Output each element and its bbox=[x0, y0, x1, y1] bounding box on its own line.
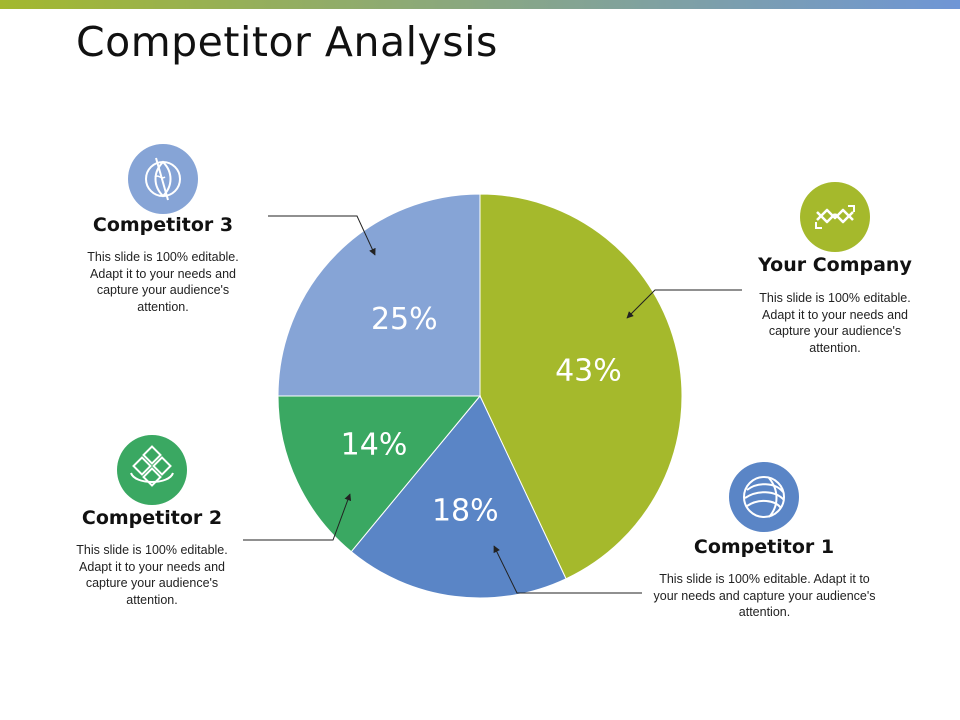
leaf-circle-icon bbox=[128, 144, 198, 214]
top-accent-bar bbox=[0, 0, 960, 9]
pie-slices bbox=[277, 193, 683, 599]
competitor-2-title: Competitor 2 bbox=[81, 507, 223, 529]
pie-slice-competitor-3 bbox=[277, 193, 481, 397]
pie-label-competitor-3: 25% bbox=[371, 302, 438, 337]
competitor-2-description: This slide is 100% editable. Adapt it to… bbox=[76, 543, 228, 607]
competitor-3-description: This slide is 100% editable. Adapt it to… bbox=[87, 250, 239, 314]
connector-competitor-2 bbox=[243, 493, 352, 541]
connector-your-company bbox=[626, 289, 742, 319]
competitor-1-description: This slide is 100% editable. Adapt it to… bbox=[653, 572, 876, 619]
competitor-3-title: Competitor 3 bbox=[92, 214, 234, 236]
competitor-1-title: Competitor 1 bbox=[693, 536, 835, 558]
pie-slice-your-company bbox=[479, 193, 683, 580]
callout-connectors bbox=[243, 215, 742, 594]
arrows-exchange-icon bbox=[800, 182, 870, 252]
pie-slice-competitor-1 bbox=[350, 395, 567, 599]
pie-label-competitor-1: 18% bbox=[432, 494, 499, 529]
pie-label-your-company: 43% bbox=[555, 353, 622, 388]
connector-competitor-3 bbox=[268, 215, 376, 256]
pie-slice-competitor-2 bbox=[277, 395, 482, 553]
connector-competitor-1 bbox=[493, 545, 642, 594]
page-title: Competitor Analysis bbox=[76, 18, 498, 66]
your-company-title: Your Company bbox=[758, 254, 912, 276]
diamond-cubes-icon bbox=[117, 435, 187, 505]
your-company-description: This slide is 100% editable. Adapt it to… bbox=[759, 291, 911, 355]
pie-labels: 43% 18% 14% 25% bbox=[341, 302, 622, 529]
globe-swirl-icon bbox=[729, 462, 799, 532]
pie-label-competitor-2: 14% bbox=[341, 427, 408, 462]
